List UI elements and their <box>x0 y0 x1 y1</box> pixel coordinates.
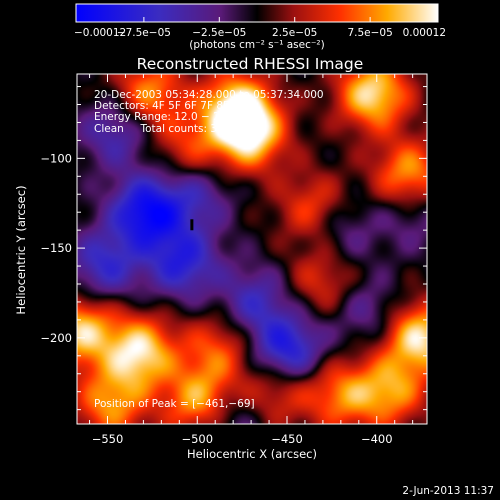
heatmap-image <box>77 74 427 424</box>
colorbar <box>75 3 439 23</box>
x-axis-ticks <box>89 74 414 424</box>
annotation-time: 20-Dec-2003 05:34:28.000 to 05:37:34.000 <box>94 89 324 101</box>
y-tick-label: −150 <box>40 241 72 255</box>
colorbar-tick-label: 2.5e−05 <box>272 27 317 39</box>
plot-frame <box>76 73 428 425</box>
y-axis-label: Heliocentric Y (arcsec) <box>14 185 28 314</box>
peak-marker <box>190 219 194 231</box>
x-tick-label: −450 <box>271 432 303 446</box>
colorbar-tick-labels: −0.00012−7.5e−05 −2.5e−05 2.5e−05 7.5e−05 0.… <box>74 27 446 39</box>
y-axis-ticks <box>77 86 427 411</box>
y-tick-label: −200 <box>40 331 72 345</box>
y-tick-label: −100 <box>40 151 72 165</box>
annotation-energy: Energy Range: 12.0 − 25.0 keV <box>94 111 260 123</box>
colorbar-units: (photons cm⁻² s⁻¹ asec⁻²) <box>189 39 324 51</box>
x-axis-tick-labels: −550 −500 −450 −400 <box>92 432 393 446</box>
colorbar-tick-label: −2.5e−05 <box>192 27 246 39</box>
colorbar-tick-label: 7.5e−05 <box>347 27 392 39</box>
colorbar-tick-label: −7.5e−05 <box>117 27 171 39</box>
colorbar-ticks <box>75 17 439 22</box>
footer-timestamp: 2-Jun-2013 11:37 <box>402 485 494 497</box>
annotation-peak: Position of Peak = [−461,−69] <box>94 398 255 410</box>
colorbar-tick-label: −0.00012 <box>74 27 126 39</box>
annotation-detectors: Detectors: 4F 5F 6F 7F 8F, 9F <box>94 100 248 112</box>
x-axis-label: Heliocentric X (arcsec) <box>187 447 317 461</box>
colorbar-tick-label: 0.00012 <box>403 27 446 39</box>
x-tick-label: −400 <box>361 432 393 446</box>
annotation-counts: Clean Total counts: 3.32E+03 <box>94 123 263 135</box>
chart-title: Reconstructed RHESSI Image <box>137 55 364 73</box>
x-tick-label: −500 <box>181 432 213 446</box>
x-tick-label: −550 <box>92 432 124 446</box>
y-axis-tick-labels: −100 −150 −200 <box>40 151 72 344</box>
